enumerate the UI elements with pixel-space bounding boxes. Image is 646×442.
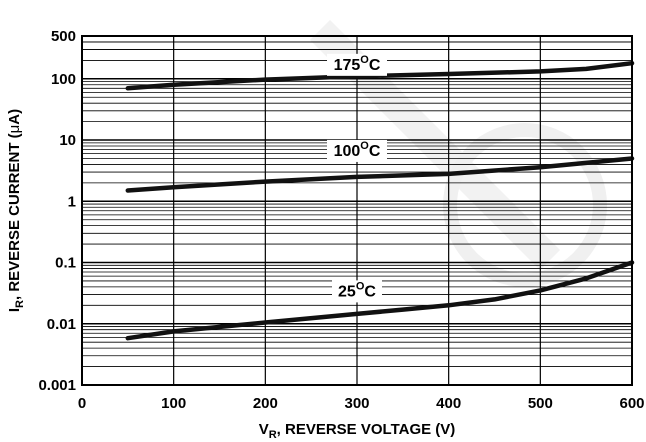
curve-label-100: 100OC [334,140,381,160]
curve-label-box-175 [327,53,387,76]
series-lines [125,60,635,341]
x-tick-label: 400 [436,395,461,412]
x-axis-label-main: V [259,421,269,438]
series-line-175 [125,60,635,91]
series-line-100 [125,156,635,193]
y-tick-labels: 0.001 0.01 0.1 1 10 100 500 [38,28,76,394]
curve-label-degree: O [360,140,369,152]
y-tick-label: 0.01 [47,316,76,333]
curve-label-value: 175 [334,57,361,74]
x-tick-label: 100 [161,395,186,412]
y-tick-label: 0.001 [38,377,76,394]
series-line-25 [125,260,635,341]
curve-label-box-25 [332,280,382,303]
y-tick-label: 100 [51,71,76,88]
curve-label-unit: C [364,283,376,300]
curve-label-degree: O [356,280,365,292]
x-tick-label: 500 [528,395,553,412]
curve-label-unit: C [369,57,381,74]
y-tick-label: 0.1 [55,255,76,272]
y-axis-label-rest: , REVERSE CURRENT ( [6,133,23,300]
y-tick-label: 500 [51,28,76,45]
x-axis-label-sub: R [269,429,277,441]
curve-label-degree: O [360,54,369,66]
x-axis-label-rest: , REVERSE VOLTAGE (V) [277,421,456,438]
x-tick-label: 300 [344,395,369,412]
y-tick-label: 1 [68,193,76,210]
x-axis-label: VR, REVERSE VOLTAGE (V) [259,421,456,441]
curve-label-175: 175OC [334,54,381,74]
x-tick-label: 600 [619,395,644,412]
plot-frame [81,35,633,386]
y-tick-label: 10 [59,132,76,149]
x-tick-label: 200 [253,395,278,412]
x-tick-label: 0 [78,395,86,412]
y-axis-label-main: I [6,308,23,312]
watermark-ring [443,123,607,287]
y-axis-label-sub: R [14,300,26,308]
x-tick-labels: 0 100 200 300 400 500 600 [78,395,645,412]
y-axis-label-mu: μ [6,125,23,134]
curve-label-box-100 [327,139,387,162]
curve-label-unit: C [369,143,381,160]
curve-label-value: 25 [338,283,356,300]
curve-label-value: 100 [334,143,361,160]
y-axis-label: IR, REVERSE CURRENT (μA) [6,109,26,312]
y-axis-label-tail: A) [6,109,23,125]
curve-label-25: 25OC [338,280,376,300]
